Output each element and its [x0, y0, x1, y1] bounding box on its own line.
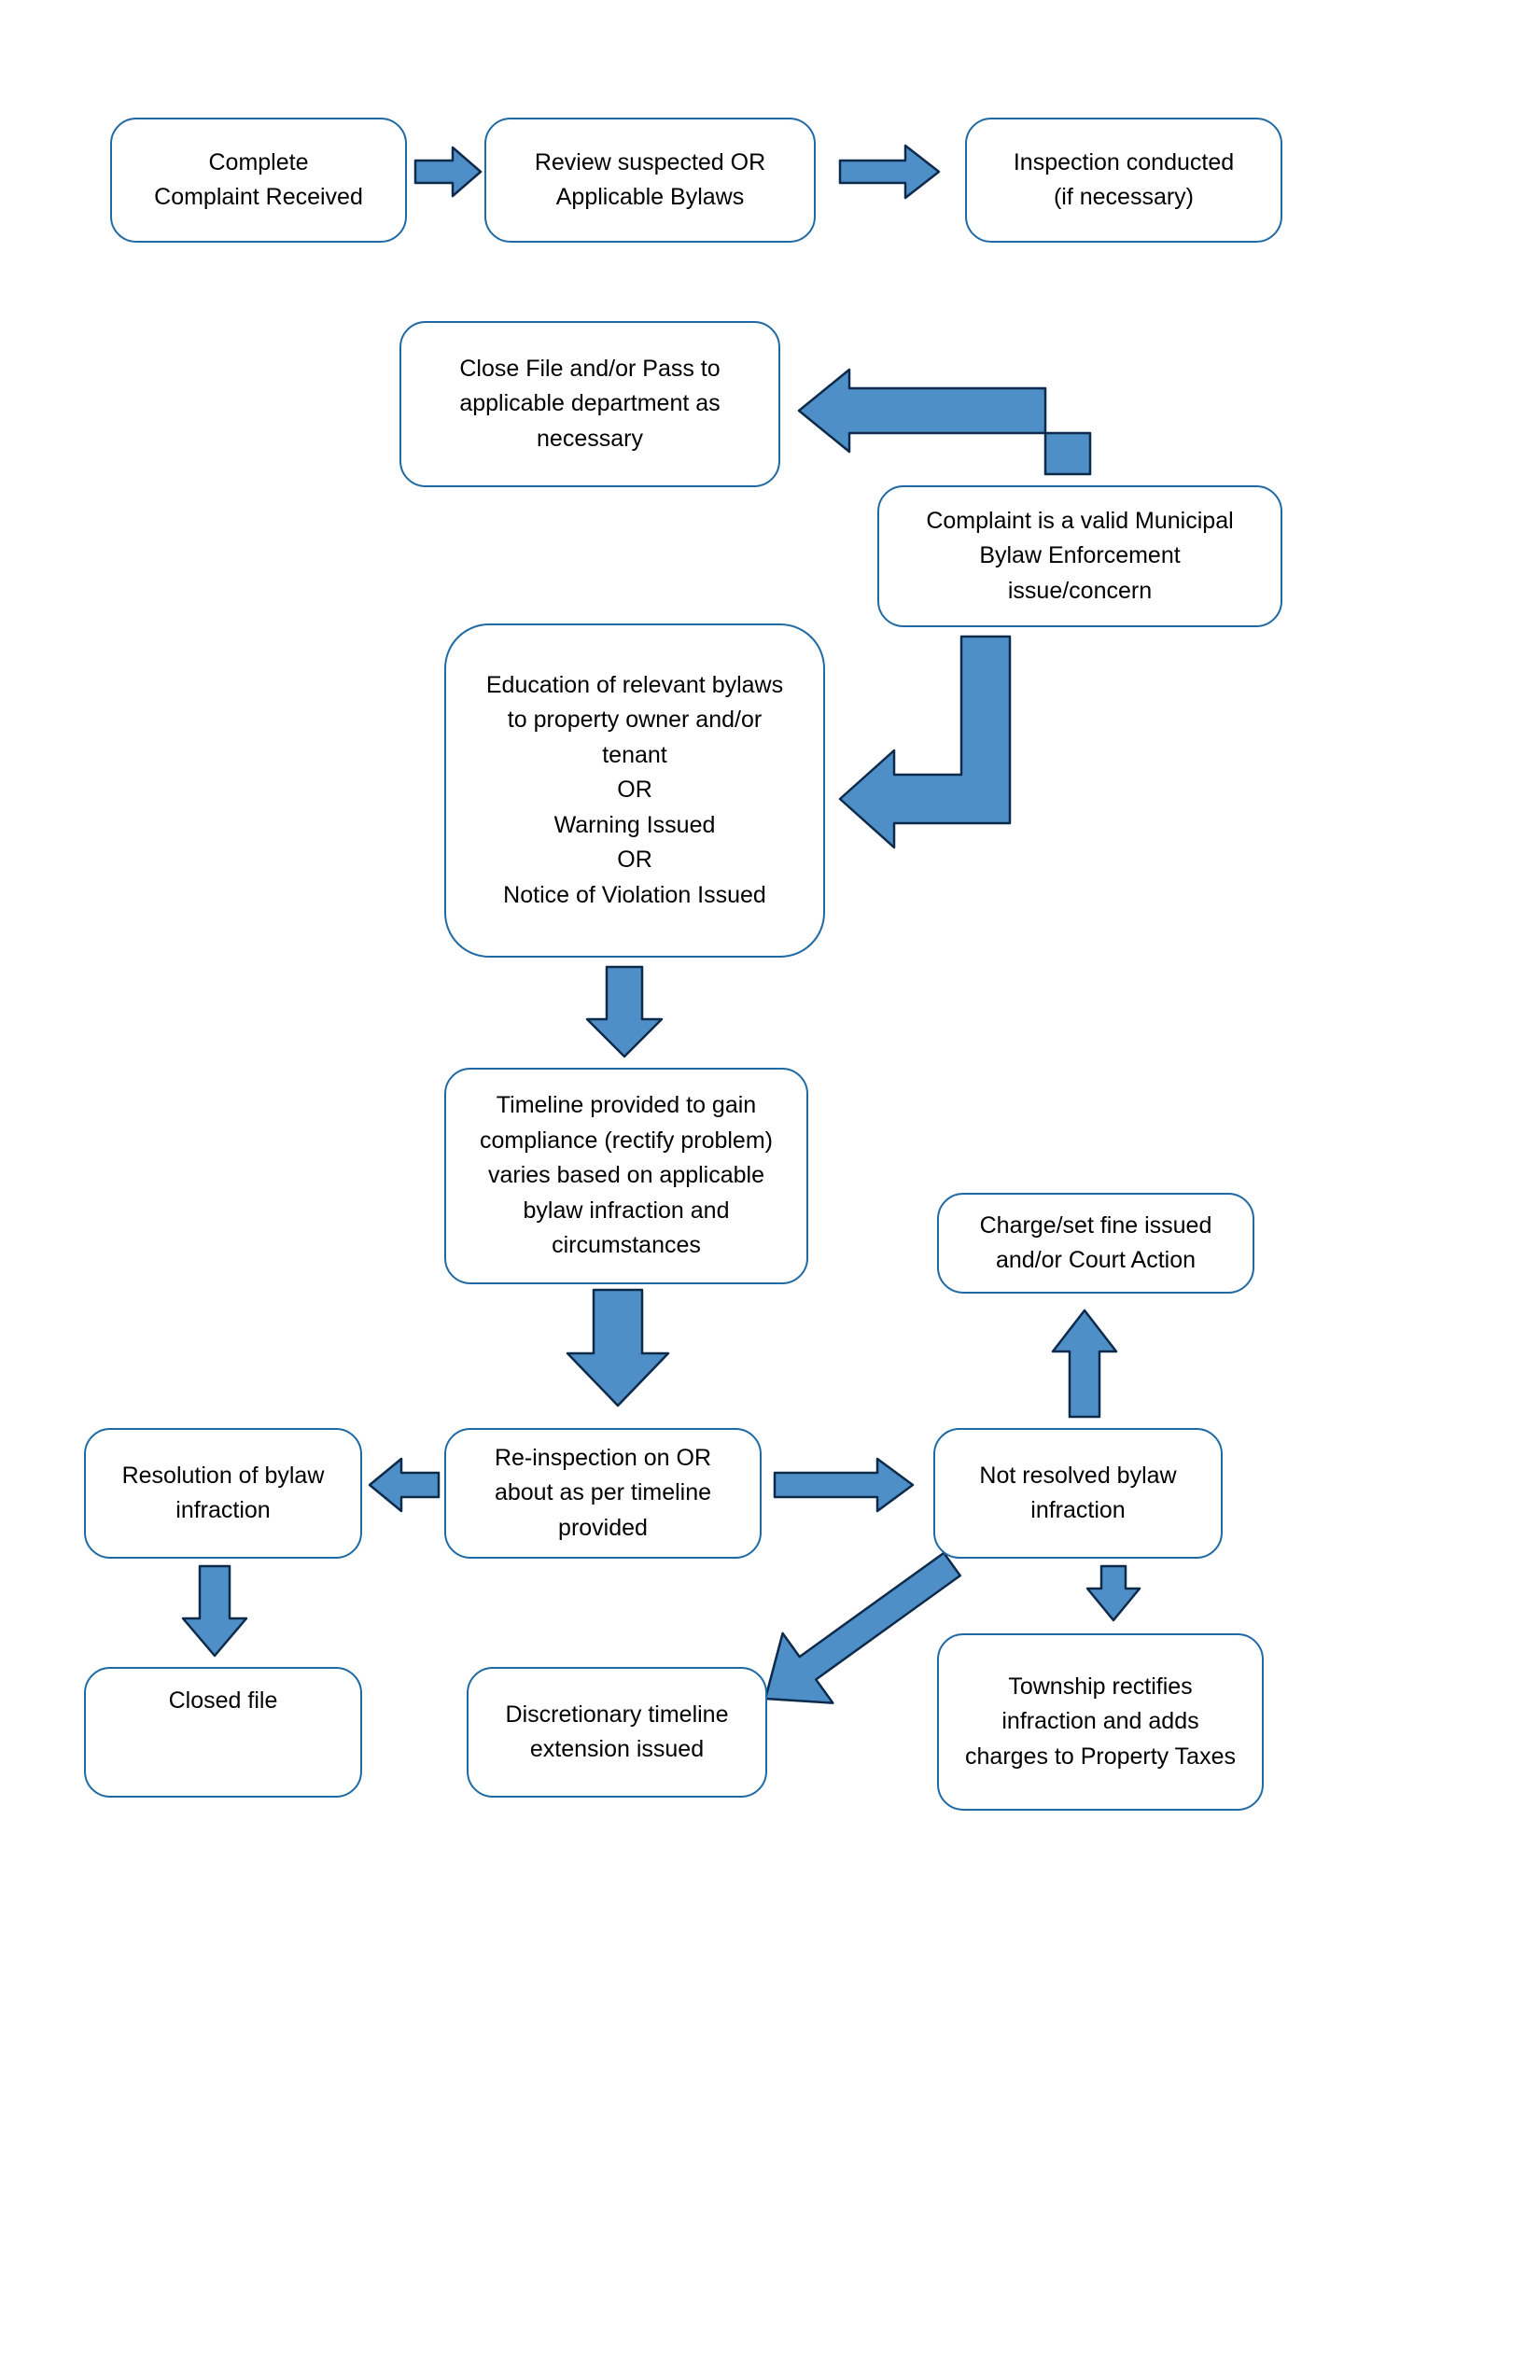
node-review-bylaws: Review suspected OR Applicable Bylaws	[484, 118, 816, 243]
arrow-a12-diag	[765, 1553, 960, 1703]
node-inspection: Inspection conducted (if necessary)	[965, 118, 1282, 243]
arrow-a11	[1087, 1566, 1140, 1620]
node-timeline-provided: Timeline provided to gain compliance (re…	[444, 1068, 808, 1284]
node-text: Review suspected OR Applicable Bylaws	[535, 146, 765, 216]
node-discretionary-ext: Discretionary timeline extension issued	[467, 1667, 767, 1798]
node-text: Discretionary timeline extension issued	[506, 1698, 729, 1768]
node-text: Timeline provided to gain compliance (re…	[480, 1088, 773, 1264]
node-reinspection: Re-inspection on OR about as per timelin…	[444, 1428, 762, 1559]
node-text: Resolution of bylaw infraction	[122, 1459, 325, 1529]
node-text: Close File and/or Pass to applicable dep…	[459, 352, 720, 457]
node-text: Closed file	[169, 1684, 278, 1719]
node-closed-file: Closed file	[84, 1667, 362, 1798]
node-charge-court: Charge/set fine issued and/or Court Acti…	[937, 1193, 1254, 1294]
node-text: Inspection conducted (if necessary)	[1014, 146, 1234, 216]
node-text: Charge/set fine issued and/or Court Acti…	[980, 1209, 1212, 1279]
node-not-resolved: Not resolved bylaw infraction	[933, 1428, 1223, 1559]
arrow-a6	[567, 1290, 668, 1406]
arrow-a8	[775, 1459, 913, 1511]
arrow-a9	[183, 1566, 246, 1656]
arrow-a3-curve	[799, 370, 1090, 474]
arrow-a1	[415, 147, 481, 196]
node-text: Complaint is a valid Municipal Bylaw Enf…	[926, 504, 1233, 609]
node-text: Complete Complaint Received	[154, 146, 363, 216]
node-township-rectifies: Township rectifies infraction and adds c…	[937, 1633, 1264, 1811]
node-resolution: Resolution of bylaw infraction	[84, 1428, 362, 1559]
node-text: Re-inspection on OR about as per timelin…	[495, 1441, 711, 1547]
flowchart-stage: Complete Complaint Received Review suspe…	[0, 0, 1540, 2380]
node-close-file-pass: Close File and/or Pass to applicable dep…	[399, 321, 780, 487]
node-text: Education of relevant bylaws to property…	[486, 668, 783, 914]
arrow-a4-curve	[840, 637, 1010, 847]
node-valid-complaint: Complaint is a valid Municipal Bylaw Enf…	[877, 485, 1282, 627]
node-education-warning: Education of relevant bylaws to property…	[444, 623, 825, 958]
arrow-a10	[1053, 1310, 1116, 1417]
arrow-a5	[587, 967, 662, 1057]
node-text: Township rectifies infraction and adds c…	[965, 1670, 1236, 1775]
arrow-a7	[370, 1459, 439, 1511]
node-complaint-received: Complete Complaint Received	[110, 118, 407, 243]
arrow-a2	[840, 146, 939, 198]
node-text: Not resolved bylaw infraction	[979, 1459, 1176, 1529]
